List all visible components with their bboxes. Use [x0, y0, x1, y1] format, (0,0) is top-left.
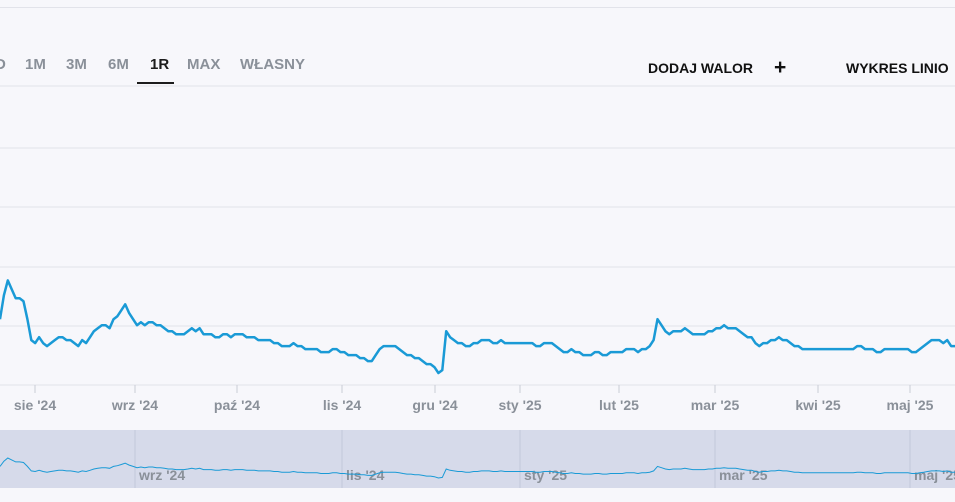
navigator-tick-label: maj '25 — [914, 467, 955, 483]
x-tick-label: maj '25 — [887, 397, 934, 413]
x-tick-label: mar '25 — [691, 397, 740, 413]
x-tick-label: wrz '24 — [111, 397, 158, 413]
range-tabs: D 1M 3M 6M 1R MAX WŁASNY — [0, 50, 955, 86]
navigator-background[interactable] — [0, 430, 955, 488]
navigator-tick-label: mar '25 — [719, 467, 768, 483]
x-tick-label: lis '24 — [323, 397, 362, 413]
chart-type-button[interactable]: WYKRES LINIO — [846, 60, 949, 76]
tab-6m[interactable]: 6M — [108, 56, 129, 73]
price-line — [0, 279, 955, 375]
x-tick-label: kwi '25 — [795, 397, 841, 413]
active-tab-underline — [137, 82, 174, 84]
x-axis-labels: sie '24 wrz '24 paź '24 lis '24 gru '24 sty '… — [14, 397, 934, 413]
tab-custom[interactable]: WŁASNY — [240, 56, 305, 73]
top-divider — [0, 7, 955, 8]
x-tick-label: lut '25 — [599, 397, 639, 413]
tab-1m[interactable]: 1M — [25, 56, 46, 73]
navigator-line — [0, 457, 955, 479]
x-tick-label: sie '24 — [14, 397, 56, 413]
navigator-grid — [134, 430, 911, 488]
navigator-tick-label: sty '25 — [524, 467, 567, 483]
tab-max[interactable]: MAX — [187, 56, 221, 73]
add-instrument-button[interactable]: DODAJ WALOR — [648, 60, 753, 76]
tab-1r[interactable]: 1R — [150, 56, 170, 73]
tab-1d[interactable]: D — [0, 56, 6, 73]
x-tick-label: gru '24 — [412, 397, 458, 413]
x-tick-label: sty '25 — [498, 397, 541, 413]
tab-3m[interactable]: 3M — [66, 56, 87, 73]
x-tick-label: paź '24 — [214, 397, 260, 413]
navigator-tick-label: wrz '24 — [138, 467, 185, 483]
plus-icon[interactable]: + — [774, 56, 787, 79]
x-axis-ticks — [34, 385, 911, 393]
chart-grid — [0, 85, 955, 386]
